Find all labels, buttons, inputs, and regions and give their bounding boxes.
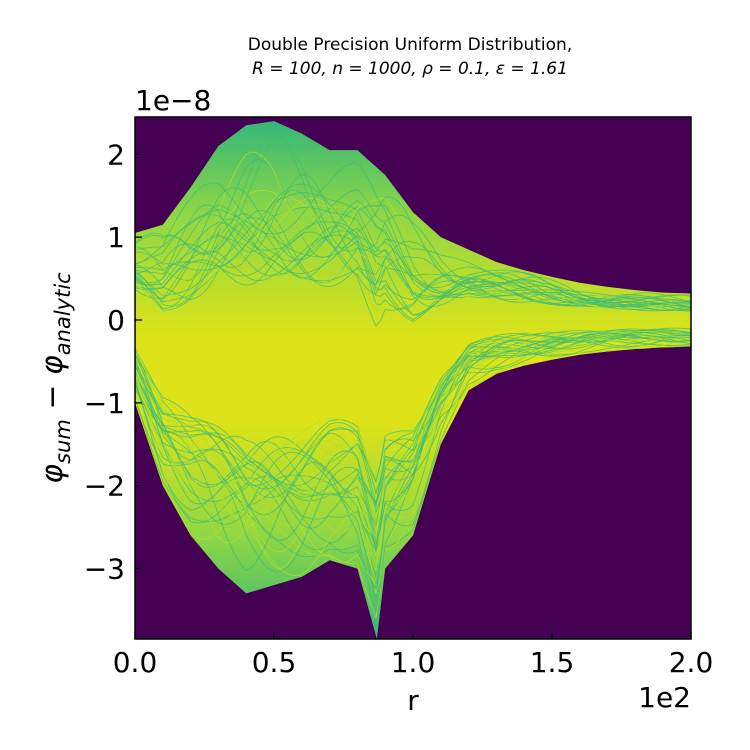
y-tick-label: 0	[107, 304, 125, 337]
x-axis-label: r	[407, 684, 419, 717]
heatmap-trace	[135, 327, 691, 494]
y-tick-label: 2	[107, 138, 125, 171]
heatmap-layer	[135, 121, 691, 639]
chart-title-line1: Double Precision Uniform Distribution,	[248, 35, 572, 55]
heatmap-trace	[135, 218, 691, 313]
heatmap-trace	[135, 329, 691, 491]
heatmap-trace	[135, 331, 691, 526]
y-axis-label-sub1: sum	[51, 419, 75, 464]
heatmap-trace	[135, 335, 691, 557]
x-tick-label: 0.0	[113, 646, 158, 679]
heatmap-trace	[135, 199, 691, 313]
heatmap-trace	[135, 333, 691, 541]
y-axis-label: φsum − φanalytic	[35, 272, 75, 484]
heatmap-trace	[135, 187, 691, 308]
chart-title-line2: R = 100, n = 1000, ρ = 0.1, ε = 1.61	[252, 59, 568, 79]
x-tick-label: 1.0	[391, 646, 436, 679]
heatmap-trace	[135, 329, 691, 506]
heatmap-trace	[135, 183, 691, 304]
y-tick-label: −1	[84, 387, 125, 420]
y-axis-label-minus: − φ	[35, 355, 70, 419]
y-axis-ticks: −3 −2 −1 0 1 2	[84, 138, 142, 586]
x-offset-label: 1e2	[638, 681, 691, 714]
heatmap-trace	[135, 189, 691, 307]
x-tick-label: 0.5	[252, 646, 297, 679]
y-tick-label: −2	[84, 470, 125, 503]
y-offset-label: 1e−8	[135, 84, 211, 117]
heatmap-trace	[135, 331, 691, 544]
heatmap-band	[135, 121, 691, 639]
x-tick-label: 1.5	[530, 646, 575, 679]
y-tick-label: 1	[107, 221, 125, 254]
heatmap-trace	[135, 328, 691, 506]
y-axis-label-phi: φ	[35, 464, 70, 484]
heatmap-trace	[135, 217, 691, 311]
x-tick-label: 2.0	[669, 646, 714, 679]
heatmap-trace	[135, 189, 691, 307]
heatmap-trace	[135, 234, 691, 323]
x-axis-ticks: 0.0 0.5 1.0 1.5 2.0	[113, 632, 714, 679]
heatmap-trace	[135, 332, 691, 529]
heatmap-trace	[135, 139, 691, 304]
heatmap-trace	[135, 332, 691, 585]
heatmap-trace	[135, 221, 691, 311]
heatmap-trace	[135, 330, 691, 572]
y-tick-label: −3	[84, 553, 125, 586]
y-axis-label-sub2: analytic	[51, 272, 75, 355]
heatmap-trace	[135, 174, 691, 308]
